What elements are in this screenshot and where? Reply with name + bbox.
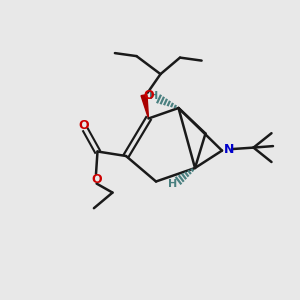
Text: N: N xyxy=(224,142,234,156)
Text: O: O xyxy=(91,173,102,186)
Text: O: O xyxy=(143,89,154,102)
Text: H: H xyxy=(149,91,158,101)
Text: H: H xyxy=(169,178,178,189)
Text: O: O xyxy=(79,118,89,132)
Polygon shape xyxy=(141,94,148,118)
